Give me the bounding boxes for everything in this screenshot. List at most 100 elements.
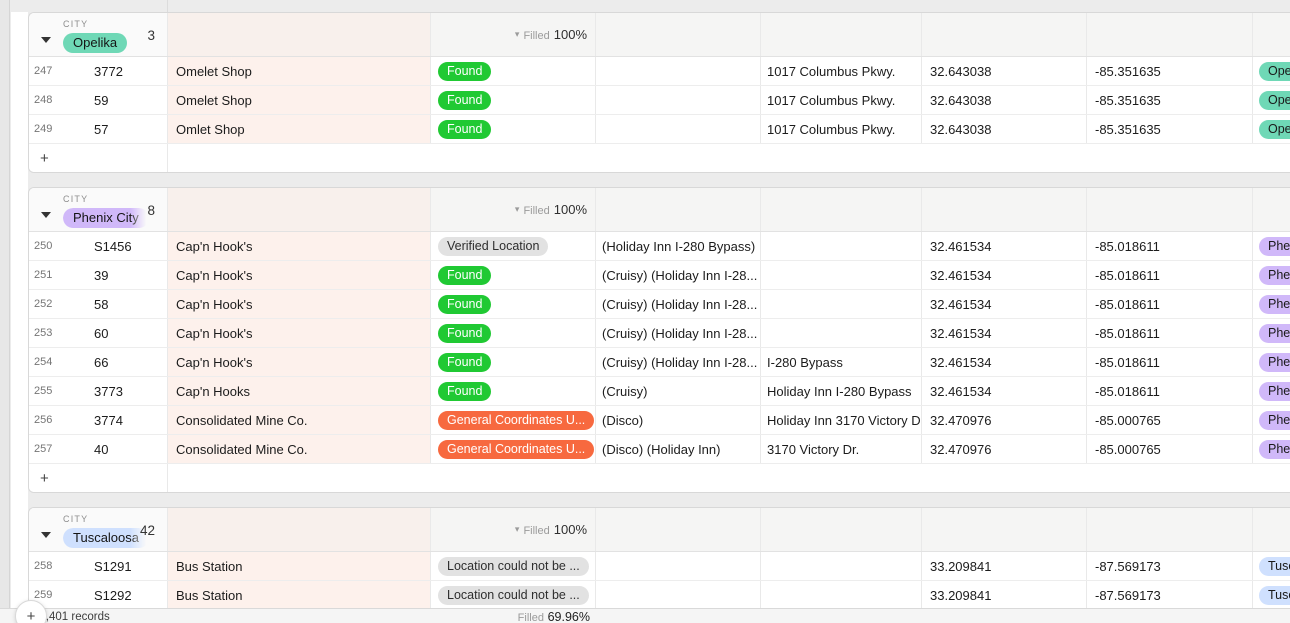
longitude-cell[interactable]: -85.000765 bbox=[1087, 406, 1253, 434]
id-cell[interactable]: 57 bbox=[94, 115, 168, 143]
status-cell[interactable]: Found bbox=[431, 261, 596, 289]
id-cell[interactable]: 60 bbox=[94, 319, 168, 347]
status-cell[interactable]: Found bbox=[431, 377, 596, 405]
notes-cell[interactable]: (Disco) (Holiday Inn) bbox=[596, 435, 761, 463]
add-row-button[interactable]: + bbox=[29, 464, 1290, 492]
id-cell[interactable]: 59 bbox=[94, 86, 168, 114]
name-cell[interactable]: Bus Station bbox=[168, 552, 431, 580]
longitude-cell[interactable]: -85.018611 bbox=[1087, 348, 1253, 376]
notes-cell[interactable]: (Disco) bbox=[596, 406, 761, 434]
row-number[interactable]: 253 bbox=[34, 327, 53, 339]
collapse-group-button[interactable] bbox=[38, 207, 54, 223]
notes-cell[interactable] bbox=[596, 115, 761, 143]
longitude-cell[interactable]: -85.018611 bbox=[1087, 232, 1253, 260]
address-cell[interactable] bbox=[761, 581, 922, 609]
status-cell[interactable]: Found bbox=[431, 348, 596, 376]
address-cell[interactable]: Holiday Inn 3170 Victory Dr bbox=[761, 406, 922, 434]
latitude-cell[interactable]: 32.470976 bbox=[922, 406, 1087, 434]
address-cell[interactable] bbox=[761, 261, 922, 289]
row-number[interactable]: 254 bbox=[34, 356, 53, 368]
id-cell[interactable]: 40 bbox=[94, 435, 168, 463]
longitude-cell[interactable]: -85.018611 bbox=[1087, 290, 1253, 318]
longitude-cell[interactable]: -87.569173 bbox=[1087, 581, 1253, 609]
address-cell[interactable]: I-280 Bypass bbox=[761, 348, 922, 376]
id-cell[interactable]: S1292 bbox=[94, 581, 168, 609]
row-number[interactable]: 247 bbox=[34, 65, 53, 77]
longitude-cell[interactable]: -87.569173 bbox=[1087, 552, 1253, 580]
id-cell[interactable]: S1291 bbox=[94, 552, 168, 580]
name-cell[interactable]: Omelet Shop bbox=[168, 57, 431, 85]
latitude-cell[interactable]: 33.209841 bbox=[922, 552, 1087, 580]
name-cell[interactable]: Consolidated Mine Co. bbox=[168, 435, 431, 463]
name-cell[interactable]: Omlet Shop bbox=[168, 115, 431, 143]
add-record-fab[interactable]: + bbox=[15, 600, 47, 623]
notes-cell[interactable]: (Cruisy) (Holiday Inn I-28... bbox=[596, 261, 761, 289]
city-cell[interactable]: Phenix City bbox=[1253, 435, 1290, 463]
latitude-cell[interactable]: 32.643038 bbox=[922, 115, 1087, 143]
status-cell[interactable]: Location could not be ... bbox=[431, 552, 596, 580]
latitude-cell[interactable]: 32.461534 bbox=[922, 377, 1087, 405]
status-cell[interactable]: Verified Location bbox=[431, 232, 596, 260]
group-summary-cell[interactable]: ▾ Filled 100% bbox=[431, 13, 596, 56]
address-cell[interactable] bbox=[761, 552, 922, 580]
latitude-cell[interactable]: 32.643038 bbox=[922, 57, 1087, 85]
latitude-cell[interactable]: 32.643038 bbox=[922, 86, 1087, 114]
filled-summary[interactable]: Filled 69.96% bbox=[430, 609, 590, 623]
longitude-cell[interactable]: -85.018611 bbox=[1087, 261, 1253, 289]
id-cell[interactable]: 39 bbox=[94, 261, 168, 289]
name-cell[interactable]: Cap'n Hook's bbox=[168, 319, 431, 347]
id-cell[interactable]: 58 bbox=[94, 290, 168, 318]
address-cell[interactable] bbox=[761, 290, 922, 318]
city-cell[interactable]: Tuscaloosa bbox=[1253, 552, 1290, 580]
row-number[interactable]: 251 bbox=[34, 269, 53, 281]
notes-cell[interactable] bbox=[596, 57, 761, 85]
city-cell[interactable]: Phenix City bbox=[1253, 377, 1290, 405]
status-cell[interactable]: Location could not be ... bbox=[431, 581, 596, 609]
row-number[interactable]: 249 bbox=[34, 123, 53, 135]
city-cell[interactable]: Tuscaloosa bbox=[1253, 581, 1290, 609]
name-cell[interactable]: Cap'n Hooks bbox=[168, 377, 431, 405]
id-cell[interactable]: 3772 bbox=[94, 57, 168, 85]
status-cell[interactable]: Found bbox=[431, 290, 596, 318]
longitude-cell[interactable]: -85.351635 bbox=[1087, 86, 1253, 114]
id-cell[interactable]: S1456 bbox=[94, 232, 168, 260]
latitude-cell[interactable]: 32.461534 bbox=[922, 261, 1087, 289]
latitude-cell[interactable]: 32.461534 bbox=[922, 232, 1087, 260]
city-cell[interactable]: Phenix City bbox=[1253, 290, 1290, 318]
address-cell[interactable]: 1017 Columbus Pkwy. bbox=[761, 115, 922, 143]
notes-cell[interactable]: (Holiday Inn I-280 Bypass) bbox=[596, 232, 761, 260]
status-cell[interactable]: Found bbox=[431, 86, 596, 114]
status-cell[interactable]: Found bbox=[431, 57, 596, 85]
notes-cell[interactable]: (Cruisy) (Holiday Inn I-28... bbox=[596, 290, 761, 318]
name-cell[interactable]: Cap'n Hook's bbox=[168, 232, 431, 260]
latitude-cell[interactable]: 32.461534 bbox=[922, 290, 1087, 318]
city-cell[interactable]: Opelika bbox=[1253, 115, 1290, 143]
city-cell[interactable]: Opelika bbox=[1253, 86, 1290, 114]
id-cell[interactable]: 66 bbox=[94, 348, 168, 376]
latitude-cell[interactable]: 32.470976 bbox=[922, 435, 1087, 463]
collapse-group-button[interactable] bbox=[38, 527, 54, 543]
city-cell[interactable]: Opelika bbox=[1253, 57, 1290, 85]
name-cell[interactable]: Omelet Shop bbox=[168, 86, 431, 114]
name-cell[interactable]: Cap'n Hook's bbox=[168, 261, 431, 289]
id-cell[interactable]: 3774 bbox=[94, 406, 168, 434]
name-cell[interactable]: Bus Station bbox=[168, 581, 431, 609]
id-cell[interactable]: 3773 bbox=[94, 377, 168, 405]
longitude-cell[interactable]: -85.018611 bbox=[1087, 319, 1253, 347]
collapse-group-button[interactable] bbox=[38, 32, 54, 48]
longitude-cell[interactable]: -85.351635 bbox=[1087, 115, 1253, 143]
address-cell[interactable]: 1017 Columbus Pkwy. bbox=[761, 86, 922, 114]
row-number[interactable]: 250 bbox=[34, 240, 53, 252]
city-cell[interactable]: Phenix City bbox=[1253, 319, 1290, 347]
row-number[interactable]: 257 bbox=[34, 443, 53, 455]
status-cell[interactable]: Found bbox=[431, 319, 596, 347]
status-cell[interactable]: Found bbox=[431, 115, 596, 143]
address-cell[interactable] bbox=[761, 319, 922, 347]
latitude-cell[interactable]: 33.209841 bbox=[922, 581, 1087, 609]
city-cell[interactable]: Phenix City bbox=[1253, 348, 1290, 376]
city-cell[interactable]: Phenix City bbox=[1253, 232, 1290, 260]
row-number[interactable]: 256 bbox=[34, 414, 53, 426]
name-cell[interactable]: Cap'n Hook's bbox=[168, 290, 431, 318]
latitude-cell[interactable]: 32.461534 bbox=[922, 319, 1087, 347]
row-number[interactable]: 255 bbox=[34, 385, 53, 397]
